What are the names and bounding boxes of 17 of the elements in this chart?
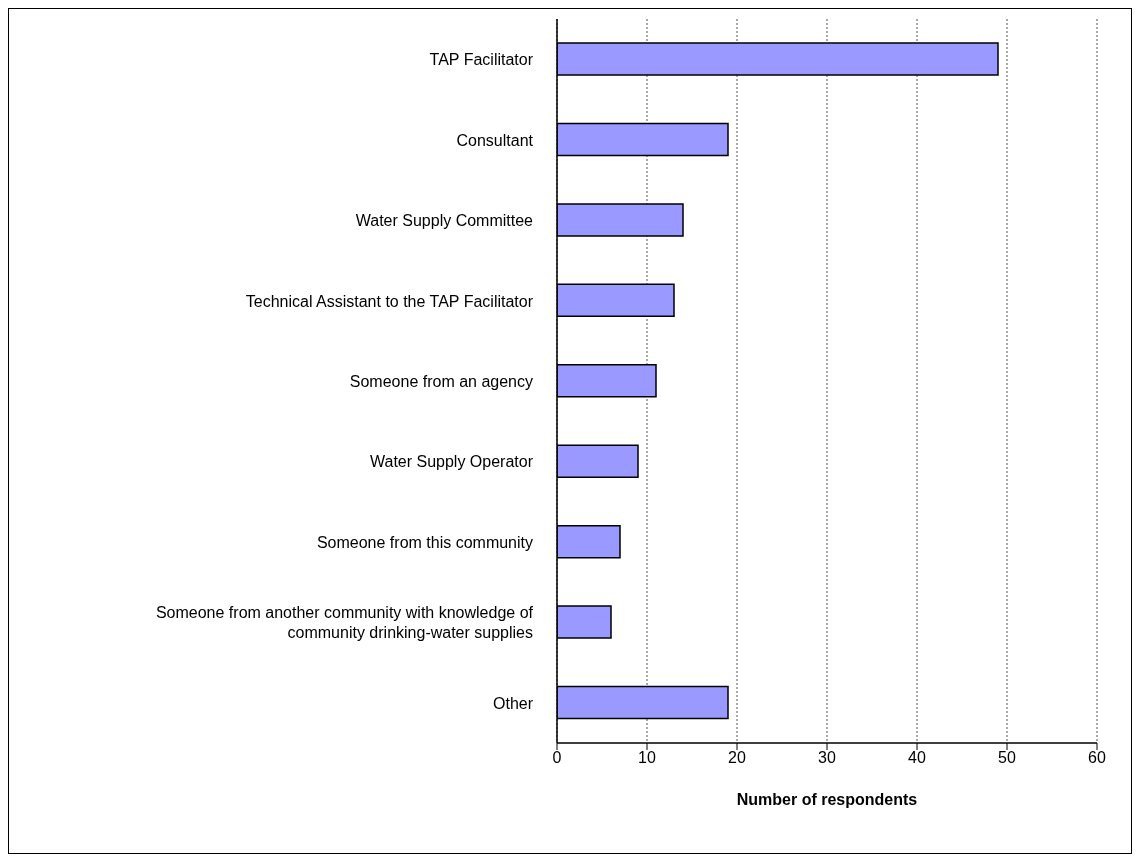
x-tick-label: 0 [552, 749, 562, 767]
y-tick-label: Other [492, 694, 534, 712]
x-tick-label: 60 [1088, 749, 1106, 767]
x-tick-label: 10 [638, 749, 656, 767]
x-tick-label: 20 [728, 749, 746, 767]
y-tick-label: Water Supply Committee [355, 211, 534, 229]
x-tick-label: 40 [908, 749, 926, 767]
y-tick-label: Technical Assistant to the TAP Facilitator [245, 292, 534, 310]
y-tick-label: Someone from this community [316, 533, 533, 551]
y-tick-label: TAP Facilitator [429, 50, 534, 68]
y-tick-label: Someone from an agency [349, 372, 533, 390]
y-tick-label: Someone from another community with knowledge of community drinking-water supplies [155, 603, 534, 641]
x-tick-label: 50 [998, 749, 1016, 767]
x-tick-label: 30 [818, 749, 836, 767]
y-tick-label: Water Supply Operator [369, 452, 534, 470]
y-tick-label: Consultant [456, 131, 534, 149]
x-axis-title: Number of respondents [736, 791, 918, 808]
